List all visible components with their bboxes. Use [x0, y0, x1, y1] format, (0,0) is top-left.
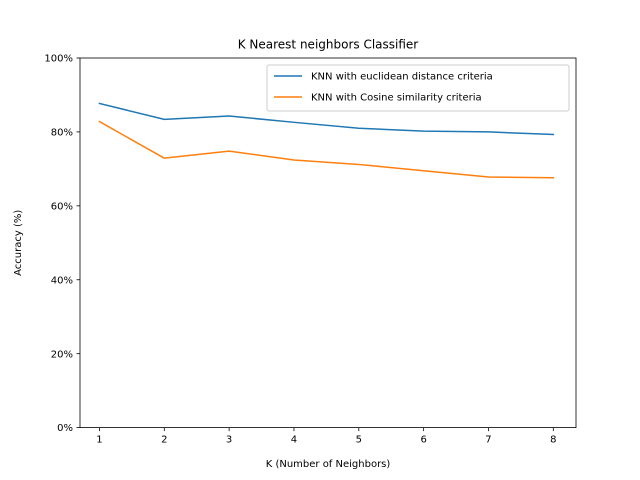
data-point-cosine-k8	[553, 177, 555, 179]
data-point-cosine-k5	[358, 164, 360, 166]
legend-label-euclidean: KNN with euclidean distance criteria	[311, 72, 493, 83]
data-point-cosine-k7	[488, 176, 490, 178]
x-tick-label-6: 6	[420, 435, 426, 446]
y-tick-label-0: 0%	[57, 423, 73, 434]
data-point-euclidean-k7	[488, 131, 490, 133]
x-tick-label-8: 8	[550, 435, 556, 446]
x-tick-label-4: 4	[291, 435, 297, 446]
series-line-cosine	[98, 120, 555, 179]
series-line-euclidean	[98, 102, 555, 136]
data-point-euclidean-k3	[228, 115, 230, 117]
series-layer	[98, 102, 555, 179]
chart-title: K Nearest neighbors Classifier	[238, 38, 419, 52]
x-axis-label: K (Number of Neighbors)	[266, 459, 391, 470]
y-tick-label-20: 20%	[51, 349, 73, 360]
y-axis-label: Accuracy (%)	[13, 210, 24, 276]
legend-box	[266, 64, 570, 112]
y-tick-label-60: 60%	[51, 201, 73, 212]
data-point-euclidean-k5	[358, 127, 360, 129]
plot-frame	[79, 57, 577, 429]
data-point-cosine-k1	[99, 121, 101, 123]
data-point-cosine-k6	[423, 170, 425, 172]
x-tick-label-7: 7	[485, 435, 491, 446]
x-tick-label-5: 5	[356, 435, 362, 446]
y-tick-label-100: 100%	[44, 54, 73, 65]
x-tick-label-2: 2	[161, 435, 167, 446]
data-point-euclidean-k2	[164, 119, 166, 121]
y-tick-label-80: 80%	[51, 128, 73, 139]
data-point-cosine-k3	[228, 150, 230, 152]
x-tick-label-3: 3	[226, 435, 232, 446]
data-point-euclidean-k1	[99, 103, 101, 105]
legend: KNN with euclidean distance criteria KNN…	[266, 64, 570, 112]
legend-label-cosine: KNN with Cosine similarity criteria	[311, 93, 482, 104]
x-tick-label-1: 1	[96, 435, 102, 446]
y-tick-label-40: 40%	[51, 275, 73, 286]
data-point-cosine-k2	[164, 157, 166, 159]
data-point-cosine-k4	[293, 159, 295, 161]
data-point-euclidean-k4	[293, 122, 295, 124]
data-point-euclidean-k6	[423, 130, 425, 132]
ticks-layer: 1 2 3 4 5 6 7 80%20%40%60%80%100%	[44, 54, 556, 446]
data-point-euclidean-k8	[553, 134, 555, 136]
